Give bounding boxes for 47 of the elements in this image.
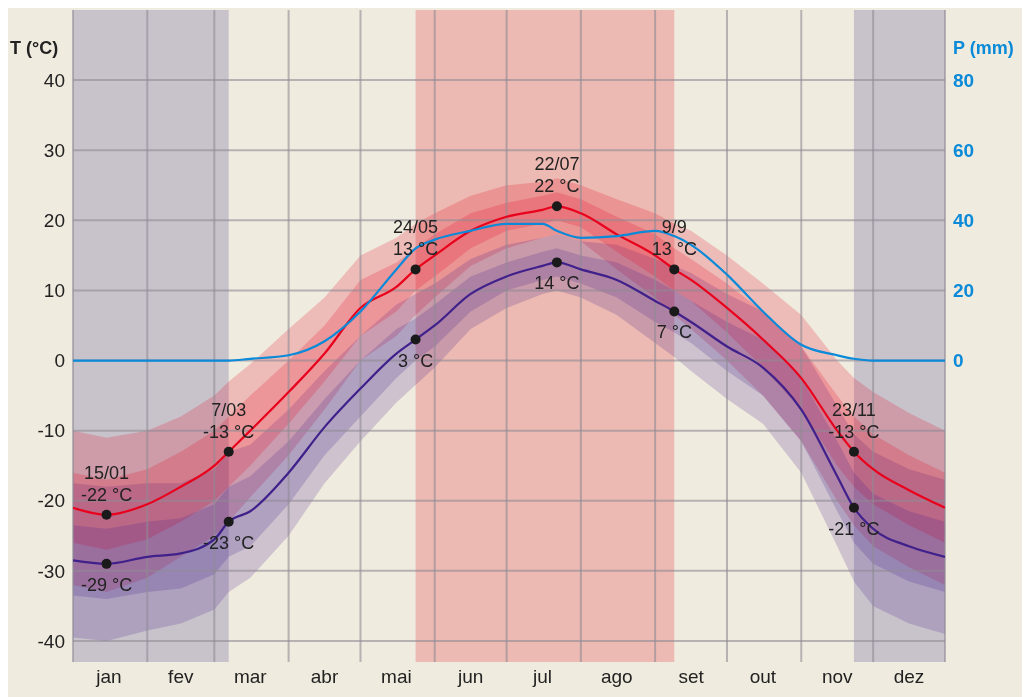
point [410,264,421,275]
data-label: 7 °C [656,322,692,343]
point [223,516,234,527]
data-label: 24/05 13 °C [392,217,439,260]
data-label: 14 °C [534,273,580,294]
x-tick-label: jul [532,666,553,688]
data-label: 15/01 -22 °C [80,462,133,505]
x-tick-label: ago [600,666,633,688]
y-tick-label: -30 [37,560,65,582]
y-tick-label: 20 [43,210,65,232]
x-tick-label: mai [381,666,412,688]
y-tick-label: 10 [43,280,65,302]
x-tick-label: dez [893,666,925,688]
point [669,264,680,275]
y-tick-label: 0 [54,350,65,372]
x-tick-label: fev [168,666,194,688]
y2-tick-label: 60 [953,139,975,161]
x-tick-label: mar [233,666,268,688]
data-label: 3 °C [397,350,434,371]
point [551,201,562,212]
x-tick-label: abr [310,666,339,688]
x-tick-label: set [678,666,705,688]
data-label: 22/07 22 °C [534,154,580,197]
x-tick-label: out [749,666,777,688]
data-label: 9/9 13 °C [651,217,697,260]
y-tick-label: 30 [43,139,65,161]
x-tick-label: nov [821,666,854,688]
y2-tick-label: 80 [953,69,975,91]
point [410,334,421,345]
point [848,502,859,513]
point [848,446,859,457]
point [551,257,562,268]
y2-tick-label: 20 [953,280,975,302]
x-tick-label: jun [456,666,484,688]
y-tick-label: 40 [43,69,65,91]
x-tick-label: jan [95,666,122,688]
y2-tick-label: 40 [953,210,975,232]
y-axis-title: T (°C) [10,38,59,59]
y-tick-label: -10 [37,420,65,442]
point [223,446,234,457]
y-tick-label: -20 [37,490,65,512]
data-label: -23 °C [203,532,255,553]
point [669,306,680,317]
data-label: -29 °C [80,574,133,595]
y-tick-label: -40 [37,630,65,652]
y2-axis-title: P (mm) [953,38,1014,59]
y2-tick-label: 0 [953,350,964,372]
